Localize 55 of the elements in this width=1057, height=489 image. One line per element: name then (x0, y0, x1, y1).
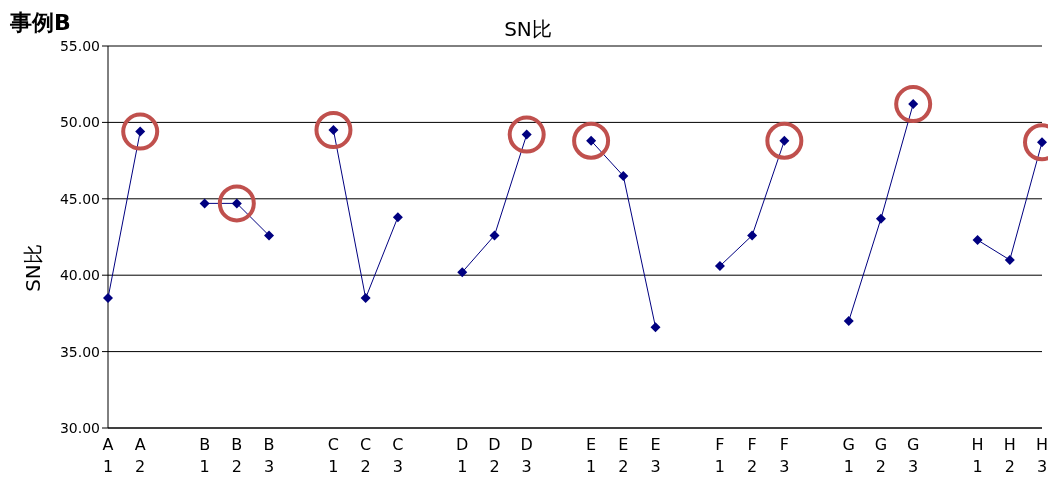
x-tick-label: D 2 (488, 435, 501, 476)
y-tick-label: 50.00 (59, 114, 100, 131)
point (1037, 137, 1047, 148)
x-tick-label: G 1 (842, 435, 855, 476)
x-tick-label: F 2 (747, 435, 758, 476)
x-tick-label: C 1 (327, 435, 340, 476)
x-tick-label: E 1 (586, 435, 597, 476)
x-tick-label: F 1 (714, 435, 726, 476)
point (507, 115, 546, 154)
point (618, 170, 629, 181)
x-tick-label: G 3 (906, 435, 920, 476)
x-tick-label: H 2 (1003, 435, 1016, 476)
y-axis-title: SN比 (20, 244, 47, 292)
point (360, 293, 371, 304)
point (972, 235, 983, 246)
point (894, 85, 933, 124)
x-tick-label: B 3 (263, 435, 275, 476)
point (572, 121, 611, 160)
text: 事例B (10, 9, 71, 37)
point (103, 293, 113, 304)
y-tick-label: 35.00 (59, 343, 100, 360)
point (121, 112, 160, 151)
y-tick-label: 40.00 (59, 267, 100, 284)
point (314, 111, 353, 150)
point (650, 322, 661, 333)
point (457, 267, 468, 278)
x-tick-label: H 3 (1035, 435, 1049, 476)
x-tick-label: F 3 (779, 435, 790, 476)
x-tick-label: A 2 (134, 435, 146, 476)
y-tick-label: 45.00 (59, 190, 100, 207)
x-tick-label: A 1 (102, 435, 114, 476)
point (843, 316, 854, 327)
point (392, 212, 403, 223)
point (765, 121, 804, 160)
chart-title: SN比 (504, 17, 552, 41)
x-tick-label: E 3 (650, 435, 661, 476)
x-tick-label: H 1 (971, 435, 984, 476)
point (714, 261, 725, 272)
x-tick-label: C 2 (360, 435, 372, 476)
point (1004, 254, 1015, 265)
y-tick-label: 55.00 (59, 37, 100, 54)
point (489, 230, 500, 241)
point (747, 230, 758, 241)
x-tick-label: G 2 (874, 435, 888, 476)
point (199, 198, 210, 209)
x-tick-label: C 3 (392, 435, 404, 476)
x-tick-label: B 1 (199, 435, 211, 476)
point (875, 213, 886, 224)
x-tick-label: E 2 (618, 435, 629, 476)
point (217, 184, 256, 223)
point (264, 230, 275, 241)
x-tick-label: D 1 (456, 435, 469, 476)
y-tick-label: 30.00 (59, 419, 100, 436)
x-tick-label: B 2 (231, 435, 243, 476)
x-tick-label: D 3 (520, 435, 533, 476)
